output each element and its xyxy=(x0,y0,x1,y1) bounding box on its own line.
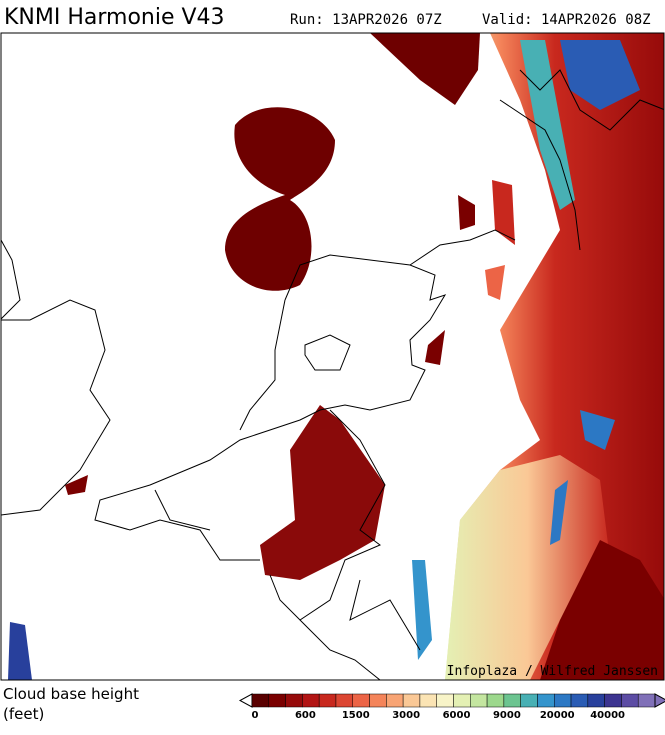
cloud-field xyxy=(412,560,432,660)
colorbar-tick-label: 40000 xyxy=(590,710,625,721)
cloud-field xyxy=(540,540,664,680)
cloud-field xyxy=(458,195,475,230)
colorbar: 0 600 1500 3000 6000 9000 20000 40000 xyxy=(238,693,665,721)
cloud-field xyxy=(8,622,32,680)
colorbar-tick-label: 3000 xyxy=(392,710,420,721)
run-time: Run: 13APR2026 07Z xyxy=(290,12,442,28)
colorbar-swatch xyxy=(537,693,555,708)
colorbar-swatch xyxy=(335,693,354,708)
colorbar-swatch xyxy=(604,693,622,708)
cloud-field xyxy=(550,480,568,545)
colorbar-swatch xyxy=(302,693,320,708)
colorbar-tick-label: 600 xyxy=(295,710,316,721)
cloud-field xyxy=(65,475,88,495)
legend-unit: (feet) xyxy=(3,705,44,723)
colorbar-swatch xyxy=(419,693,437,708)
coastline xyxy=(1,69,664,680)
cloud-field xyxy=(225,107,335,291)
colorbar-tick-label: 9000 xyxy=(493,710,521,721)
cloud-field xyxy=(560,40,640,110)
colorbar-swatch xyxy=(402,693,421,708)
colorbar-arrow xyxy=(238,693,253,708)
colorbar-swatch xyxy=(386,693,404,708)
colorbar-tick-label: 0 xyxy=(252,710,259,721)
colorbar-swatch xyxy=(554,693,572,708)
cloud-field xyxy=(492,180,515,245)
colorbar-swatch xyxy=(251,693,270,708)
colorbar-swatch xyxy=(436,693,454,708)
cloud-field xyxy=(370,33,480,105)
colorbar-swatch xyxy=(637,693,656,708)
cloud-field xyxy=(425,330,445,365)
colorbar-swatch xyxy=(503,693,521,708)
colorbar-swatch xyxy=(587,693,605,708)
colorbar-swatch xyxy=(318,693,337,708)
colorbar-swatch xyxy=(285,693,303,708)
cloud-field xyxy=(445,455,610,680)
map-frame xyxy=(0,32,665,681)
colorbar-tick-label: 6000 xyxy=(443,710,471,721)
colorbar-swatch xyxy=(470,693,488,708)
colorbar-arrow xyxy=(654,693,665,708)
legend-label: Cloud base height xyxy=(3,685,139,703)
colorbar-swatch xyxy=(570,693,589,708)
colorbar-swatch xyxy=(486,693,505,708)
colorbar-swatch xyxy=(369,693,387,708)
colorbar-tick-label: 1500 xyxy=(342,710,370,721)
title: KNMI Harmonie V43 xyxy=(4,5,225,30)
map: Infoplaza / Wilfred Janssen xyxy=(1,33,664,680)
cloud-field xyxy=(520,40,575,210)
colorbar-swatch xyxy=(268,693,286,708)
credit: Infoplaza / Wilfred Janssen xyxy=(447,664,658,679)
colorbar-swatch xyxy=(621,693,639,708)
cloud-field xyxy=(580,410,615,450)
colorbar-swatch xyxy=(352,693,370,708)
colorbar-swatch xyxy=(453,693,471,708)
cloud-field xyxy=(485,265,505,300)
colorbar-swatch xyxy=(520,693,538,708)
valid-time: Valid: 14APR2026 08Z xyxy=(482,12,651,28)
cloud-field xyxy=(260,405,385,580)
colorbar-tick-label: 20000 xyxy=(540,710,575,721)
